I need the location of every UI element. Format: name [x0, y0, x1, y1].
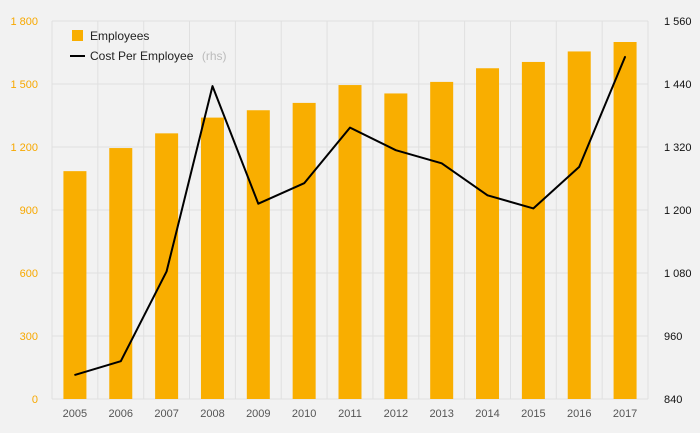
bar-2012 — [384, 93, 408, 399]
legend-label-cost-suffix: (rhs) — [202, 49, 227, 63]
x-tick-label: 2006 — [109, 408, 133, 420]
x-tick-label: 2011 — [338, 408, 362, 420]
x-tick-label: 2014 — [475, 408, 499, 420]
right-tick-label: 960 — [664, 331, 682, 343]
bar-2011 — [338, 85, 362, 400]
right-tick-label: 1 320 — [664, 142, 692, 154]
left-tick-label: 1 800 — [10, 16, 38, 28]
right-tick-label: 1 440 — [664, 79, 692, 91]
left-tick-label: 1 500 — [10, 79, 38, 91]
point-2010 — [303, 182, 305, 185]
point-2013 — [440, 162, 443, 165]
right-tick-label: 840 — [664, 394, 682, 406]
x-tick-label: 2015 — [521, 408, 545, 420]
left-tick-label: 600 — [20, 268, 38, 280]
bar-2009 — [246, 110, 270, 399]
point-2016 — [578, 166, 581, 168]
point-2015 — [532, 207, 535, 210]
point-2017 — [624, 55, 626, 58]
x-tick-label: 2007 — [154, 408, 178, 420]
point-2005 — [74, 374, 76, 376]
legend-label-cost-name: Cost Per Employee — [90, 49, 194, 63]
x-tick-label: 2013 — [429, 408, 453, 420]
point-2012 — [395, 149, 397, 151]
point-2014 — [486, 194, 489, 197]
x-tick-label: 2009 — [246, 408, 270, 420]
legend: Employees Cost Per Employee (rhs) — [70, 29, 227, 64]
bar-2013 — [430, 81, 454, 400]
x-tick-label: 2016 — [567, 408, 591, 420]
right-axis: 840 960 1 080 1 200 1 320 1 440 1 560 — [664, 16, 692, 406]
right-tick-label: 1 200 — [664, 205, 692, 217]
point-2011 — [349, 126, 351, 129]
bar-2005 — [63, 171, 87, 399]
bar-2017 — [613, 42, 637, 399]
left-tick-label: 1 200 — [10, 142, 38, 154]
x-tick-label: 2017 — [613, 408, 637, 420]
x-axis: 2005 2006 2007 2008 2009 2010 2011 2012 2013 2014… — [63, 408, 638, 420]
left-tick-label: 900 — [20, 205, 38, 217]
point-2006 — [119, 360, 122, 363]
bar-2008 — [200, 117, 224, 399]
point-2009 — [257, 202, 260, 205]
right-tick-label: 1 080 — [664, 268, 692, 280]
bar-2014 — [476, 68, 500, 399]
x-tick-label: 2012 — [384, 408, 408, 420]
bar-2015 — [521, 61, 545, 399]
bar-2016 — [567, 51, 591, 399]
left-tick-label: 300 — [20, 331, 38, 343]
bar-2007 — [155, 133, 179, 399]
legend-label-cost-per-employee: Cost Per Employee (rhs) — [90, 47, 227, 64]
bar-2006 — [109, 148, 133, 399]
legend-swatch-employees — [72, 30, 83, 41]
x-tick-label: 2010 — [292, 408, 316, 420]
bar-2010 — [292, 102, 316, 400]
point-2008 — [211, 85, 214, 87]
bars — [63, 42, 637, 400]
x-tick-label: 2005 — [63, 408, 87, 420]
right-tick-label: 1 560 — [664, 16, 692, 28]
x-tick-label: 2008 — [200, 408, 224, 420]
left-axis: 0 300 600 900 1 200 1 500 1 800 — [10, 16, 38, 406]
line-series — [74, 55, 627, 376]
left-tick-label: 0 — [32, 394, 38, 406]
point-2007 — [165, 270, 168, 273]
legend-label-employees: Employees — [90, 29, 149, 43]
